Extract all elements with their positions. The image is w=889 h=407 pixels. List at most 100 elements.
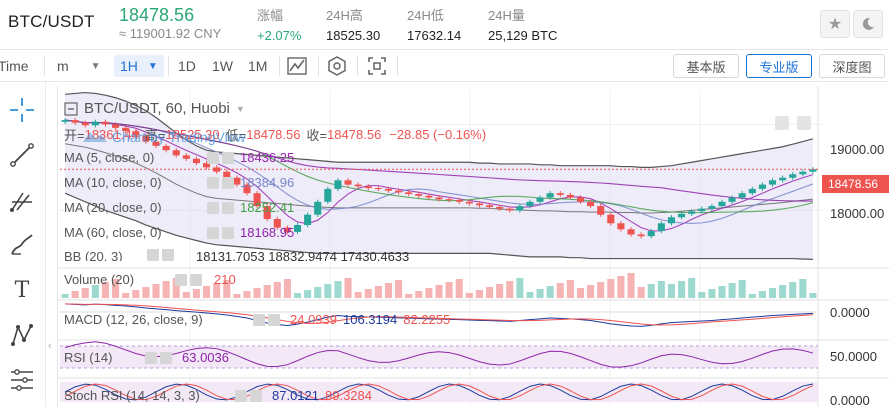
view-depth-button[interactable]: 深度图 (819, 54, 885, 78)
indicator-bb[interactable]: BB (20, 3) 18131.7053 18832.9474 17430.4… (64, 249, 409, 261)
volume-bar (768, 288, 777, 298)
candle-body (526, 201, 534, 207)
volume-bar (728, 283, 736, 298)
volume-bar (708, 289, 716, 298)
volume-bar (283, 279, 291, 298)
view-pro-button[interactable]: 专业版 (746, 54, 812, 78)
brush-tool[interactable] (6, 230, 38, 260)
indicator-ma20[interactable]: MA (20, close, 0) 18252.41 (64, 200, 294, 215)
divider (44, 56, 45, 76)
screenshot-button[interactable] (367, 55, 387, 77)
low-label: 低= (225, 128, 247, 143)
favorite-button[interactable]: ★ (820, 10, 850, 38)
indicator-ma60[interactable]: MA (60, close, 0) 18168.95 (64, 225, 294, 240)
candle-body (587, 201, 595, 207)
settings-button[interactable] (327, 55, 347, 77)
eye-icon[interactable] (207, 201, 219, 214)
candle-body (728, 197, 736, 202)
eye-icon[interactable] (235, 389, 247, 402)
indicator-macd[interactable]: MACD (12, 26, close, 9) 24.0939 106.3194… (64, 312, 450, 327)
candle-body (233, 177, 241, 185)
close-icon[interactable] (162, 249, 174, 261)
indicator-ma10[interactable]: MA (10, close, 0) 18384.96 (64, 175, 294, 190)
close-icon[interactable] (250, 389, 262, 402)
interval-dropdown[interactable]: 1H ▼ (114, 55, 164, 77)
close-icon[interactable] (160, 351, 172, 364)
chart-title-row: BTC/USDT, 60, Huobi ▼ (64, 100, 245, 117)
volume-bar (556, 283, 564, 298)
time-button[interactable]: Time (0, 58, 29, 74)
tradingview-watermark[interactable]: Chart by TradingView (82, 128, 246, 146)
chart-type-button[interactable] (287, 55, 307, 77)
minute-label: m (57, 58, 69, 74)
candle-body (556, 193, 564, 195)
trend-line-tool[interactable] (6, 140, 38, 170)
text-tool[interactable]: T (6, 275, 38, 305)
candle-body (718, 201, 726, 207)
volume-bar (122, 293, 130, 298)
eye-icon[interactable] (145, 351, 157, 364)
close-icon[interactable] (268, 313, 280, 326)
stat-label: 24H高 (326, 8, 363, 23)
candle-body (576, 197, 585, 202)
pattern-tool[interactable] (6, 320, 38, 350)
close-icon[interactable] (222, 151, 234, 164)
indicator-ma5[interactable]: MA (5, close, 0) 18436.25 (64, 150, 294, 165)
pitchfork-tool[interactable] (6, 185, 38, 215)
volume-bar (516, 278, 524, 298)
stat-volume: 24H量 25,129 BTC (488, 5, 557, 43)
chevron-down-icon: ▼ (90, 60, 101, 72)
range-1d-button[interactable]: 1D (178, 58, 196, 74)
volume-bar (182, 292, 190, 298)
indicator-value: 63.0036 (182, 350, 229, 365)
candle-body (597, 206, 605, 215)
chevron-down-icon: ▼ (147, 60, 158, 72)
candle-body (637, 234, 645, 237)
candle-body (779, 177, 787, 181)
ohlc-row: 开= 18361.44 高= 18525.30 低= 18478.56 收= 1… (64, 125, 486, 144)
candle-body (304, 214, 312, 226)
crosshair-tool[interactable] (6, 95, 38, 125)
open-label: 开= (64, 128, 85, 143)
volume-bar (304, 290, 312, 298)
minute-dropdown[interactable]: m ▼ (57, 55, 101, 77)
pane-up-button[interactable] (775, 116, 789, 130)
range-1m-button[interactable]: 1M (248, 58, 268, 74)
eye-icon[interactable] (207, 176, 219, 189)
indicator-volume[interactable]: Volume (20) 210 (64, 272, 236, 287)
candle-body (455, 200, 463, 202)
close-icon[interactable] (190, 273, 202, 286)
candle-body (81, 122, 89, 126)
chevron-down-icon[interactable]: ▼ (235, 103, 245, 114)
candle-body (172, 150, 180, 156)
indicator-rsi[interactable]: RSI (14) 63.0036 (64, 350, 229, 365)
stat-label: 24H低 (407, 8, 444, 23)
close-icon[interactable] (222, 201, 234, 214)
price-axis-label: 18000.00 (830, 206, 885, 221)
volume-bar (576, 288, 585, 298)
close-icon[interactable] (222, 226, 234, 239)
eye-icon[interactable] (207, 226, 219, 239)
candle-body (809, 169, 817, 172)
close-icon[interactable] (222, 176, 234, 189)
pane-down-button[interactable] (797, 116, 811, 130)
indicator-value: 18384.96 (240, 175, 295, 190)
collapse-pane-icon[interactable] (64, 101, 78, 116)
eye-icon[interactable] (147, 249, 159, 261)
view-basic-button[interactable]: 基本版 (673, 54, 739, 78)
range-1w-button[interactable]: 1W (212, 58, 233, 74)
theme-toggle-button[interactable] (853, 10, 883, 38)
indicator-stoch-rsi[interactable]: Stoch RSI (14, 14, 3, 3) 87.0121 89.3284 (64, 388, 372, 403)
rsi-line (64, 341, 814, 368)
eye-icon[interactable] (253, 313, 265, 326)
candle-body (667, 217, 675, 224)
chart-title: BTC/USDT, 60, Huobi (84, 100, 230, 117)
hexagon-settings-icon (328, 56, 346, 76)
measure-tool[interactable] (6, 365, 38, 395)
eye-icon[interactable] (175, 273, 187, 286)
collapse-toolbar-icon[interactable]: ‹ (48, 340, 52, 352)
high-label: 高= (144, 128, 166, 143)
eye-icon[interactable] (207, 151, 219, 164)
volume-bars (61, 273, 817, 298)
